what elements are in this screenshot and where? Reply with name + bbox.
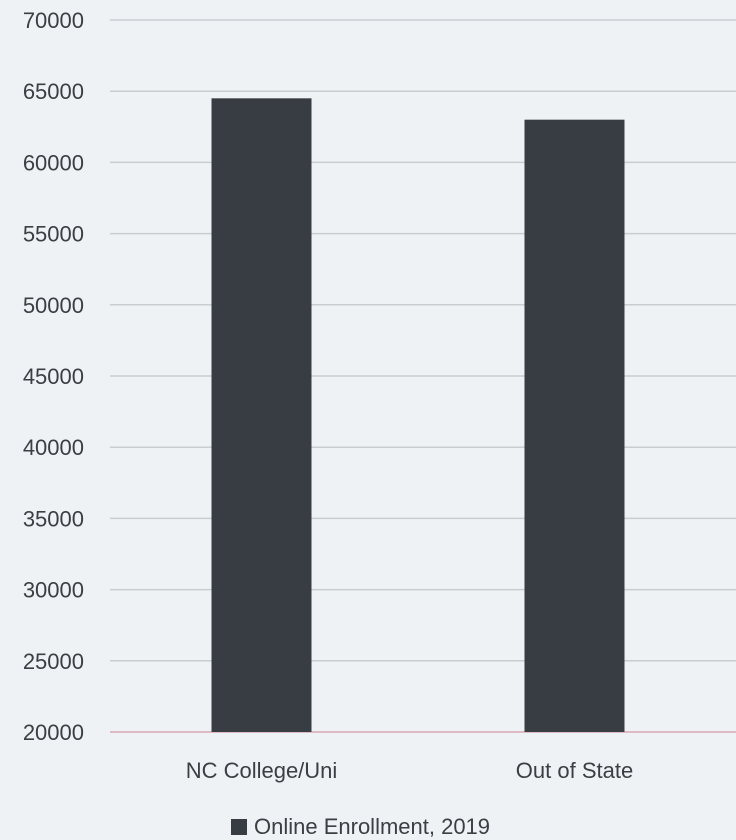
legend-label: Online Enrollment, 2019 (254, 814, 490, 839)
bar (211, 98, 312, 732)
legend: Online Enrollment, 2019 (231, 814, 490, 839)
bar (524, 119, 625, 733)
gridlines (110, 19, 736, 733)
y-axis-ticks: 20000 25000 30000 35000 40000 45000 50000 55000… (23, 8, 84, 745)
legend-swatch (231, 819, 247, 835)
y-tick-label: 70000 (23, 8, 84, 33)
y-tick-label: 50000 (23, 293, 84, 318)
y-tick-label: 45000 (23, 364, 84, 389)
x-category-label: Out of State (516, 758, 633, 783)
y-tick-label: 55000 (23, 222, 84, 247)
bars (211, 98, 625, 733)
y-tick-label: 30000 (23, 578, 84, 603)
y-tick-label: 25000 (23, 649, 84, 674)
y-tick-label: 60000 (23, 150, 84, 175)
y-tick-label: 35000 (23, 506, 84, 531)
x-category-label: NC College/Uni (186, 758, 338, 783)
x-axis-categories: NC College/Uni Out of State (186, 758, 634, 783)
y-tick-label: 20000 (23, 720, 84, 745)
y-tick-label: 40000 (23, 435, 84, 460)
y-tick-label: 65000 (23, 79, 84, 104)
